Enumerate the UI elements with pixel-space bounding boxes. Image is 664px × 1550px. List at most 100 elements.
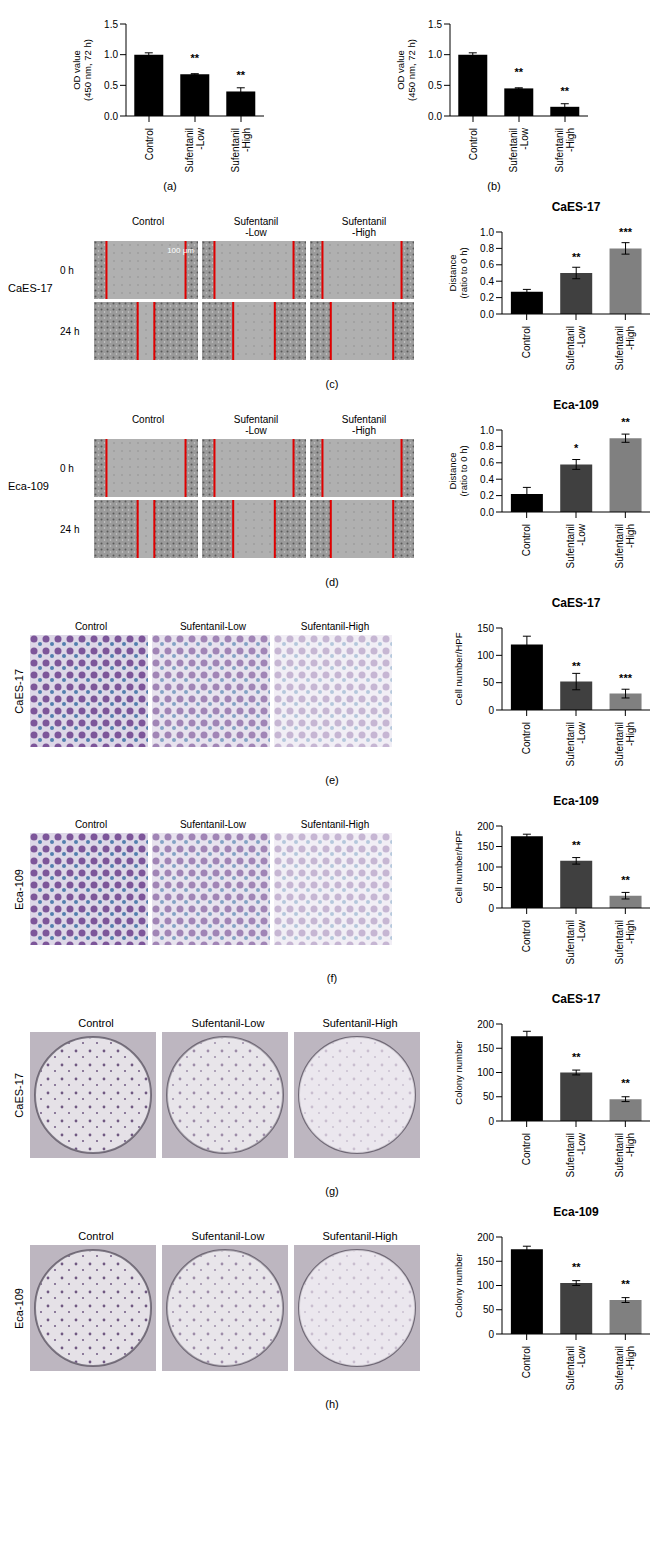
svg-text:Colony number: Colony number [453, 1253, 464, 1317]
svg-text:Sufentanil-High: Sufentanil-High [614, 1346, 636, 1390]
html-text:CaES-17: CaES-17 [551, 200, 601, 214]
html-text:CaES-17: CaES-17 [551, 596, 601, 610]
svg-text:100: 100 [477, 1067, 494, 1078]
html-text:(c): (c) [325, 378, 339, 390]
svg-text:Control: Control [521, 326, 532, 358]
svg-text:Control: Control [144, 128, 155, 160]
html-text:(a): (a) [163, 180, 177, 192]
svg-text:Sufentanil-High: Sufentanil-High [614, 1133, 636, 1177]
svg-text:0.0: 0.0 [428, 111, 442, 122]
svg-text:0.5: 0.5 [104, 80, 118, 91]
html-text:24 h: 24 h [60, 325, 80, 337]
svg-text:Sufentanil-Low: Sufentanil-Low [565, 919, 587, 964]
svg-text:Control: Control [521, 1133, 532, 1165]
svg-text:1.5: 1.5 [428, 19, 442, 30]
svg-text:1.5: 1.5 [104, 19, 118, 30]
svg-text:150: 150 [477, 1256, 494, 1267]
svg-text:100: 100 [477, 650, 494, 661]
svg-text:**: ** [572, 660, 581, 672]
svg-text:Control: Control [521, 920, 532, 952]
html-text:Eca-109: Eca-109 [553, 398, 599, 412]
svg-text:Sufentanil-Low: Sufentanil-Low [565, 721, 587, 766]
svg-text:1.0: 1.0 [428, 49, 442, 60]
svg-text:**: ** [621, 416, 630, 428]
svg-text:**: ** [572, 1261, 581, 1273]
html-text:CaES-17: CaES-17 [8, 282, 53, 294]
svg-text:0.2: 0.2 [480, 490, 494, 501]
svg-text:**: ** [572, 839, 581, 851]
svg-text:**: ** [572, 251, 581, 263]
svg-text:OD value(450 nm, 72 h): OD value(450 nm, 72 h) [395, 39, 416, 101]
html-text:Eca-109: Eca-109 [553, 1205, 599, 1219]
svg-text:1.0: 1.0 [480, 425, 494, 436]
svg-text:***: *** [619, 672, 633, 684]
svg-text:Distance(ratio to 0 h): Distance(ratio to 0 h) [447, 247, 468, 298]
svg-text:Cell number/HPF: Cell number/HPF [453, 830, 464, 903]
svg-text:1.0: 1.0 [104, 49, 118, 60]
svg-text:Sufentanil-Low: Sufentanil-Low [565, 325, 587, 370]
svg-text:0.6: 0.6 [480, 457, 494, 468]
svg-text:0.8: 0.8 [480, 243, 494, 254]
svg-text:Sufentanil-High: Sufentanil-High [554, 128, 576, 172]
svg-text:Sufentanil-Low: Sufentanil-Low [184, 127, 206, 172]
svg-text:Sufentanil-Low: Sufentanil-Low [565, 1132, 587, 1177]
svg-text:200: 200 [477, 1232, 494, 1243]
svg-text:**: ** [621, 1278, 630, 1290]
svg-text:**: ** [514, 66, 523, 78]
svg-text:150: 150 [477, 841, 494, 852]
svg-text:0.0: 0.0 [480, 309, 494, 320]
svg-text:**: ** [621, 1077, 630, 1089]
svg-text:Sufentanil-High: Sufentanil-High [614, 326, 636, 370]
svg-text:0: 0 [488, 903, 494, 914]
svg-text:Sufentanil-High: Sufentanil-High [230, 128, 252, 172]
svg-text:50: 50 [483, 677, 495, 688]
svg-text:Control: Control [521, 524, 532, 556]
svg-text:Sufentanil-Low: Sufentanil-Low [565, 523, 587, 568]
svg-text:0.4: 0.4 [480, 474, 494, 485]
html-text:CaES-17: CaES-17 [551, 992, 601, 1006]
svg-text:0.5: 0.5 [428, 80, 442, 91]
svg-text:Control: Control [521, 1346, 532, 1378]
html-text:Eca-109: Eca-109 [553, 794, 599, 808]
svg-text:Sufentanil-High: Sufentanil-High [614, 920, 636, 964]
svg-text:Colony number: Colony number [453, 1040, 464, 1104]
svg-text:100: 100 [477, 1280, 494, 1291]
svg-text:0.8: 0.8 [480, 441, 494, 452]
svg-text:0.0: 0.0 [104, 111, 118, 122]
svg-text:150: 150 [477, 1043, 494, 1054]
svg-text:0: 0 [488, 1116, 494, 1127]
svg-text:0.2: 0.2 [480, 292, 494, 303]
svg-text:OD value(450 nm, 72 h): OD value(450 nm, 72 h) [71, 39, 92, 101]
svg-text:50: 50 [483, 1091, 495, 1102]
html-text:0 h: 0 h [60, 264, 74, 276]
svg-text:***: *** [619, 226, 633, 238]
svg-text:200: 200 [477, 821, 494, 832]
svg-text:**: ** [236, 69, 245, 81]
svg-text:1.0: 1.0 [480, 227, 494, 238]
svg-text:Sufentanil-High: Sufentanil-High [614, 524, 636, 568]
svg-text:Cell number/HPF: Cell number/HPF [453, 632, 464, 705]
svg-text:0: 0 [488, 1329, 494, 1340]
html-text:(b): (b) [487, 180, 501, 192]
svg-text:150: 150 [477, 623, 494, 634]
svg-text:Sufentanil-Low: Sufentanil-Low [508, 127, 530, 172]
svg-text:50: 50 [483, 882, 495, 893]
svg-text:**: ** [572, 1051, 581, 1063]
svg-text:Sufentanil-High: Sufentanil-High [614, 722, 636, 766]
svg-text:200: 200 [477, 1019, 494, 1030]
svg-text:Distance(ratio to 0 h): Distance(ratio to 0 h) [447, 445, 468, 496]
svg-text:Control: Control [468, 128, 479, 160]
svg-text:*: * [574, 442, 579, 454]
svg-text:100: 100 [477, 862, 494, 873]
svg-text:0.4: 0.4 [480, 276, 494, 287]
svg-text:Sufentanil-Low: Sufentanil-Low [565, 1345, 587, 1390]
svg-text:0: 0 [488, 705, 494, 716]
svg-text:**: ** [190, 52, 199, 64]
svg-text:50: 50 [483, 1304, 495, 1315]
svg-text:**: ** [560, 85, 569, 97]
svg-text:0.0: 0.0 [480, 507, 494, 518]
svg-text:100 μm: 100 μm [167, 246, 194, 255]
svg-text:Control: Control [521, 722, 532, 754]
svg-text:0.6: 0.6 [480, 259, 494, 270]
svg-text:**: ** [621, 874, 630, 886]
